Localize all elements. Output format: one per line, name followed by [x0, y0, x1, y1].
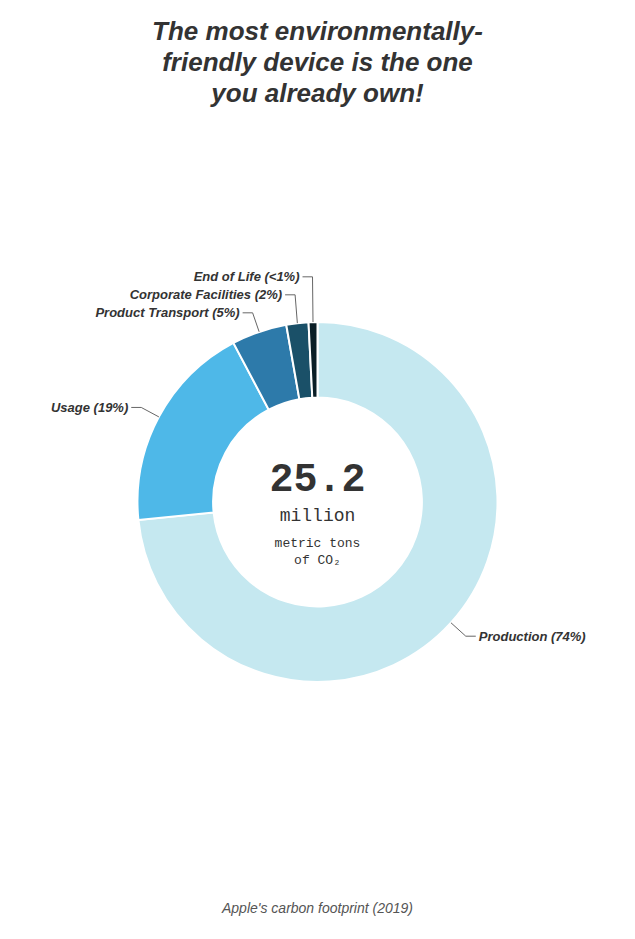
- leader-line: [243, 313, 259, 332]
- leader-line: [285, 295, 297, 323]
- leader-line: [451, 623, 476, 636]
- slice-label: Product Transport (5%): [95, 305, 239, 320]
- center-text: million: [280, 506, 356, 526]
- chart: The most environmentally-friendly device…: [0, 0, 635, 939]
- slice: [309, 322, 318, 398]
- center-text: metric tonsof CO₂: [275, 536, 361, 568]
- leader-line: [303, 277, 313, 322]
- center-text: 25.2: [269, 458, 365, 503]
- footer: Apple's carbon footprint (2019): [221, 900, 413, 916]
- leader-line: [131, 407, 159, 416]
- slice-label: Production (74%): [479, 629, 586, 644]
- donut: Production (74%) Usage (19%) Product Trans…: [51, 269, 586, 682]
- slice: [138, 322, 497, 682]
- slice-label: End of Life (<1%): [194, 269, 300, 284]
- slice-label: Usage (19%): [51, 400, 128, 415]
- slice-label: Corporate Facilities (2%): [130, 287, 282, 302]
- title: The most environmentally-friendly device…: [152, 16, 483, 108]
